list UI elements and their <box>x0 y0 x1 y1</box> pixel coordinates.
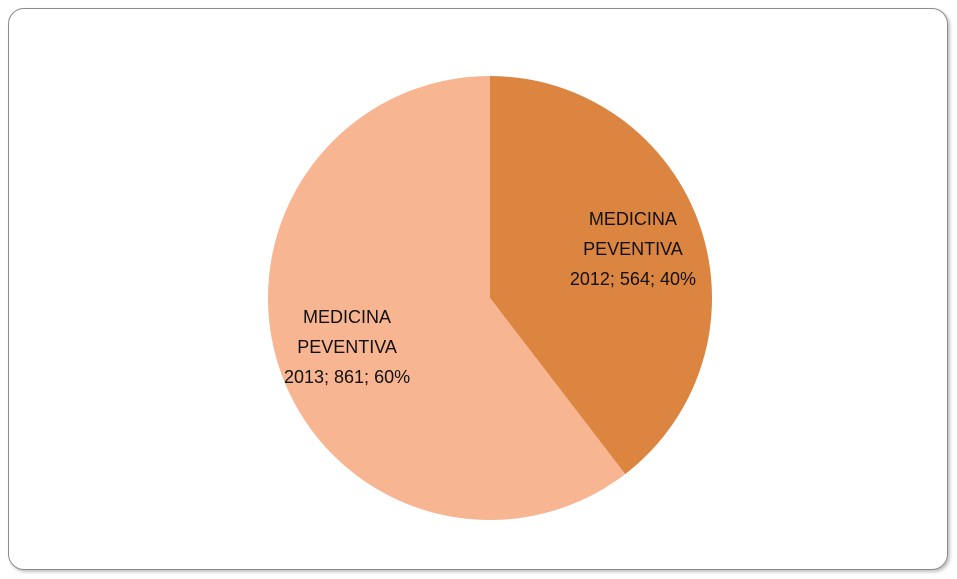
pie-slice <box>490 76 713 475</box>
series-name: MEDICINA PEVENTIVA <box>297 306 397 357</box>
series-name: MEDICINA PEVENTIVA <box>583 209 683 260</box>
value-label: 2013; 861; 60% <box>283 366 411 387</box>
chart-frame <box>8 8 948 570</box>
pie-slice <box>268 76 626 520</box>
value-label: 2012; 564; 40% <box>569 269 696 290</box>
data-label: MEDICINA PEVENTIVA 2012; 564; 40% <box>558 204 708 294</box>
data-label: MEDICINA PEVENTIVA 2013; 861; 60% <box>272 302 422 392</box>
